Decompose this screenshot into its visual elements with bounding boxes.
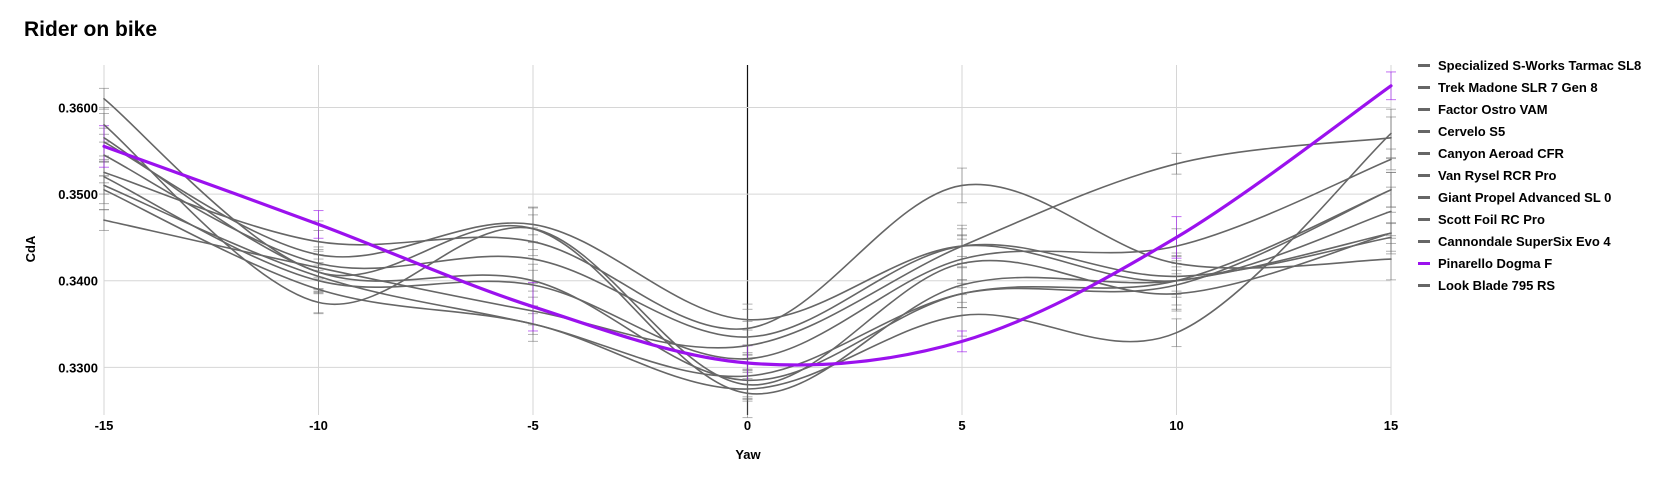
legend-swatch (1418, 217, 1430, 221)
legend-item[interactable]: Specialized S-Works Tarmac SL8 (1418, 54, 1641, 76)
legend-swatch (1418, 239, 1430, 243)
y-tick-label: 0.3400 (58, 274, 98, 289)
x-tick-label: -5 (527, 418, 539, 433)
legend-label: Giant Propel Advanced SL 0 (1438, 189, 1612, 205)
series-line (103, 154, 1392, 338)
legend-label: Factor Ostro VAM (1438, 101, 1548, 117)
legend-swatch (1418, 283, 1430, 287)
legend-label: Scott Foil RC Pro (1438, 211, 1545, 227)
series-line (103, 124, 1392, 386)
x-tick-label: -15 (95, 418, 114, 433)
legend-item[interactable]: Giant Propel Advanced SL 0 (1418, 186, 1641, 208)
series-line (103, 158, 1392, 360)
legend-item[interactable]: Pinarello Dogma F (1418, 252, 1641, 274)
legend-label: Van Rysel RCR Pro (1438, 167, 1557, 183)
legend: Specialized S-Works Tarmac SL8 Trek Madon… (1418, 54, 1641, 296)
y-axis-label: CdA (23, 235, 38, 262)
legend-label: Cervelo S5 (1438, 123, 1506, 139)
legend-item[interactable]: Cannondale SuperSix Evo 4 (1418, 230, 1641, 252)
legend-label: Pinarello Dogma F (1438, 255, 1553, 271)
legend-item[interactable]: Scott Foil RC Pro (1418, 208, 1641, 230)
y-tick-label: 0.3600 (58, 100, 98, 115)
x-tick-label: 15 (1384, 418, 1398, 433)
legend-swatch (1418, 195, 1430, 199)
legend-item[interactable]: Look Blade 795 RS (1418, 274, 1641, 296)
chart-title: Rider on bike (24, 18, 158, 41)
legend-swatch (1418, 173, 1430, 177)
series-lines (102, 84, 1393, 395)
legend-swatch (1418, 129, 1430, 133)
x-tick-label: 5 (958, 418, 965, 433)
legend-item[interactable]: Van Rysel RCR Pro (1418, 164, 1641, 186)
x-tick-label: 0 (744, 418, 751, 433)
x-tick-label: 10 (1169, 418, 1183, 433)
y-tick-label: 0.3500 (58, 187, 98, 202)
legend-label: Specialized S-Works Tarmac SL8 (1438, 57, 1642, 73)
legend-label: Cannondale SuperSix Evo 4 (1438, 233, 1611, 249)
legend-swatch (1418, 261, 1430, 265)
legend-label: Look Blade 795 RS (1438, 277, 1556, 293)
x-tick-label: -10 (309, 418, 328, 433)
series-line (102, 84, 1393, 367)
series-line (103, 132, 1392, 390)
series-line (103, 171, 1392, 330)
legend-item[interactable]: Trek Madone SLR 7 Gen 8 (1418, 76, 1641, 98)
legend-item[interactable]: Canyon Aeroad CFR (1418, 142, 1641, 164)
legend-item[interactable]: Cervelo S5 (1418, 120, 1641, 142)
legend-label: Trek Madone SLR 7 Gen 8 (1438, 79, 1598, 95)
legend-item[interactable]: Factor Ostro VAM (1418, 98, 1641, 120)
legend-label: Canyon Aeroad CFR (1438, 145, 1564, 161)
x-axis-label: Yaw (735, 447, 761, 462)
legend-swatch (1418, 85, 1430, 89)
series-line (103, 137, 1392, 349)
series-line (103, 141, 1392, 321)
y-tick-label: 0.3300 (58, 360, 98, 375)
legend-swatch (1418, 63, 1430, 67)
series-line (103, 184, 1392, 378)
tick-labels: -15 -10 -5 0 5 10 15 0.3300 0.3400 0.3500 0.3600 (58, 100, 1398, 433)
legend-swatch (1418, 151, 1430, 155)
legend-swatch (1418, 107, 1430, 111)
